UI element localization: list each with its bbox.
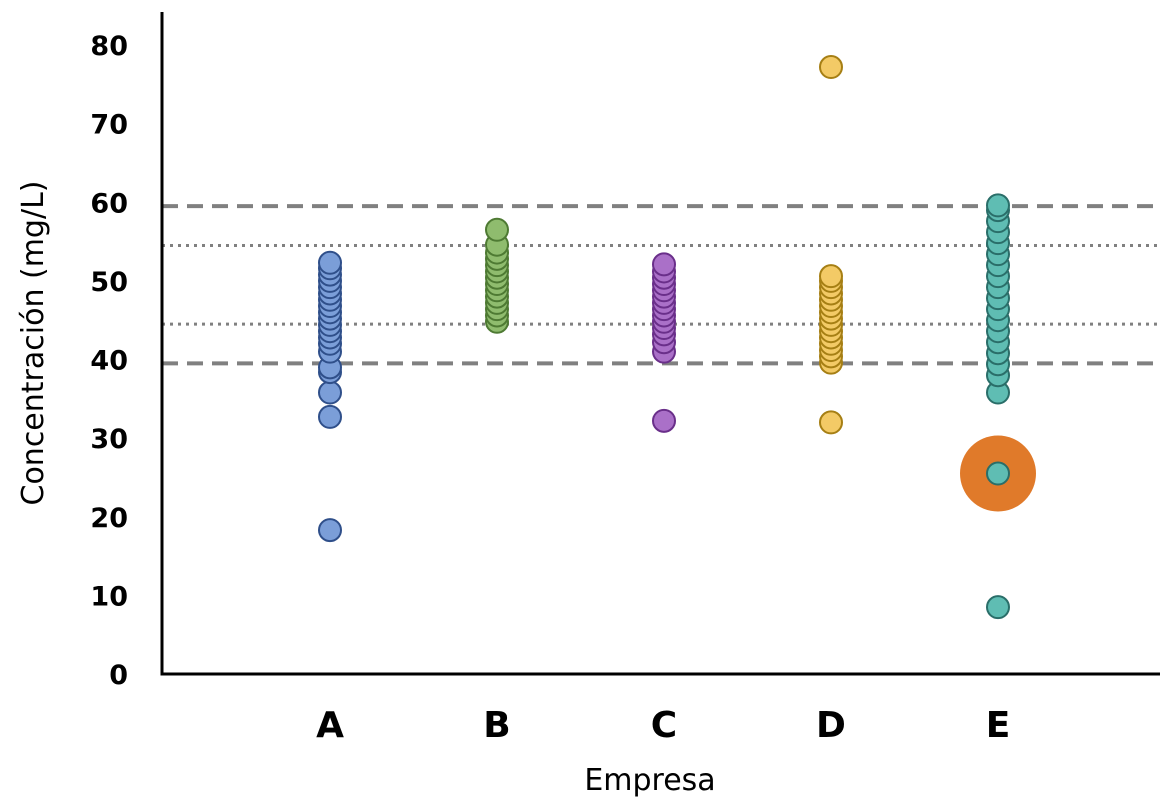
y-tick-label: 80 [90,31,128,62]
data-point [485,217,509,242]
x-axis-title: Empresa [584,763,715,798]
data-point [819,410,843,435]
data-point [819,55,843,80]
y-tick-label: 10 [90,581,128,612]
data-point [318,380,342,405]
data-point [652,252,676,277]
y-tick-label: 40 [90,346,128,377]
x-category-label: C [651,705,677,746]
x-category-label: D [816,705,846,746]
data-points [318,55,1010,620]
y-tick-label: 50 [90,267,128,298]
data-point [986,595,1010,620]
y-tick-label: 30 [90,424,128,455]
data-point [318,404,342,429]
data-point [819,264,843,289]
y-tick-label: 70 [90,110,128,141]
x-category-label: A [316,705,344,746]
y-axis-title: Concentración (mg/L) [16,181,51,506]
y-tick-label: 0 [109,660,128,691]
data-point [652,408,676,433]
y-tick-label: 60 [90,188,128,219]
data-point [318,250,342,275]
x-category-label: B [483,705,510,746]
data-point [986,193,1010,218]
x-category-labels: A B C D E [316,705,1010,746]
data-point [986,461,1010,486]
y-tick-labels: 0 10 20 30 40 50 60 70 80 [90,31,128,691]
data-point [318,518,342,543]
y-tick-label: 20 [90,503,128,534]
x-category-label: E [986,705,1011,746]
